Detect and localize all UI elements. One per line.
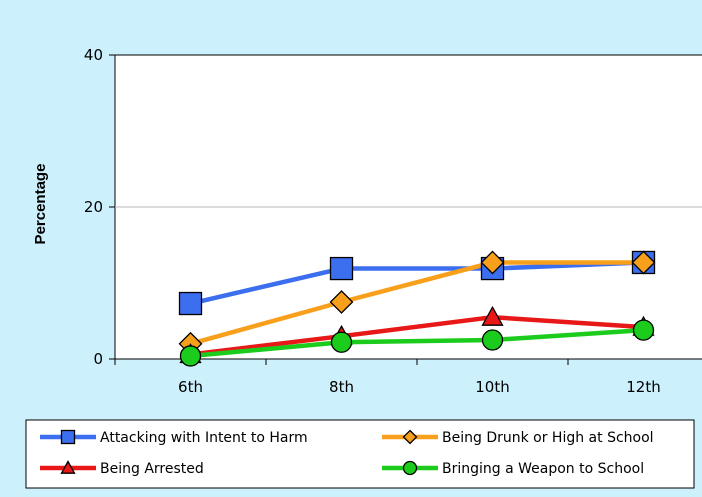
- series-line-2: [189, 260, 644, 346]
- data-point-circle: [179, 345, 202, 367]
- series-line-1: [189, 260, 644, 306]
- x-tick-label: 8th: [329, 378, 354, 396]
- legend-marker-circle: [402, 460, 418, 476]
- data-point-square: [178, 291, 203, 316]
- y-axis-title: Percentage: [32, 164, 49, 245]
- data-point-triangle: [481, 305, 504, 326]
- legend-label-4: Bringing a Weapon to School: [442, 461, 644, 477]
- y-tick-label: 20: [84, 198, 103, 216]
- data-point-diamond: [329, 290, 354, 314]
- data-point-circle: [632, 319, 655, 341]
- x-tick-label: 12th: [626, 378, 660, 396]
- legend-box: [25, 419, 695, 489]
- y-tick-label: 0: [93, 350, 103, 368]
- data-point-circle: [481, 329, 504, 351]
- legend-label-2: Being Drunk or High at School: [442, 430, 654, 446]
- x-tick-label: 6th: [178, 378, 203, 396]
- data-point-diamond: [631, 250, 656, 275]
- legend-marker-square: [60, 429, 76, 445]
- data-point-square: [329, 256, 354, 281]
- series-line-4: [190, 327, 644, 359]
- data-point-diamond: [480, 250, 505, 275]
- legend-label-3: Being Arrested: [100, 461, 204, 477]
- y-tick-label: 40: [84, 46, 103, 64]
- legend-marker-diamond: [402, 429, 418, 445]
- x-tick-label: 10th: [475, 378, 509, 396]
- legend: Attacking with Intent to Harm Being Drunk…: [25, 419, 695, 489]
- data-point-circle: [330, 331, 353, 353]
- series-line-3: [190, 314, 644, 357]
- legend-label-1: Attacking with Intent to Harm: [100, 430, 308, 446]
- series-group: [178, 250, 656, 367]
- axes: 0 20 40 6th 8th 10th 12th: [84, 46, 661, 396]
- legend-marker-triangle: [60, 460, 76, 474]
